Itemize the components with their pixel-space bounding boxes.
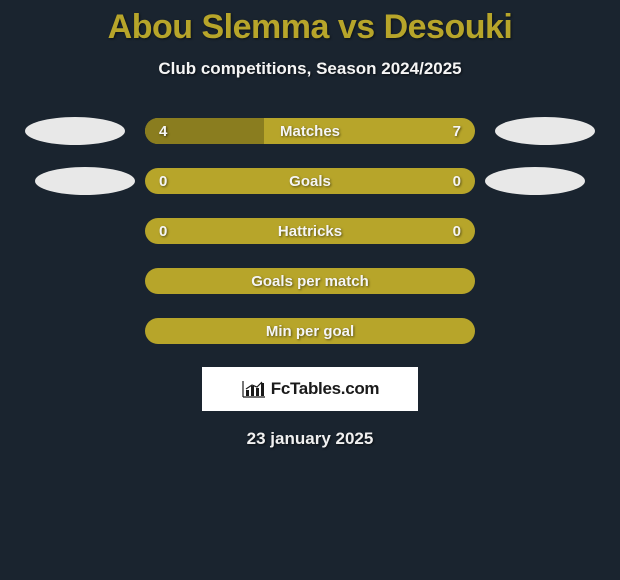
stat-right-value: 7	[453, 123, 461, 140]
spacer	[25, 317, 125, 345]
player-right-photo-placeholder	[485, 167, 585, 195]
stat-left-value: 4	[159, 123, 167, 140]
player-left-photo-placeholder	[35, 167, 135, 195]
stat-row: 4 Matches 7	[0, 117, 620, 145]
stat-row: Min per goal	[0, 317, 620, 345]
stat-bar: 0 Hattricks 0	[145, 218, 475, 244]
stat-left-value: 0	[159, 173, 167, 190]
stat-bar: Goals per match	[145, 268, 475, 294]
stat-left-value: 0	[159, 223, 167, 240]
spacer	[495, 267, 595, 295]
stat-label: Hattricks	[278, 223, 342, 240]
stat-bar: 0 Goals 0	[145, 168, 475, 194]
footer-date: 23 january 2025	[0, 429, 620, 449]
stat-row: 0 Goals 0	[0, 167, 620, 195]
player-left-photo-placeholder	[25, 117, 125, 145]
stat-bar: 4 Matches 7	[145, 118, 475, 144]
spacer	[25, 217, 125, 245]
stat-right-value: 0	[453, 223, 461, 240]
stat-bar: Min per goal	[145, 318, 475, 344]
stat-label: Goals	[289, 173, 331, 190]
stat-row: 0 Hattricks 0	[0, 217, 620, 245]
stat-label: Goals per match	[251, 273, 369, 290]
stat-label: Matches	[280, 123, 340, 140]
stat-rows: 4 Matches 7 0 Goals 0 0 Hattricks 0 Goals per mat…	[0, 117, 620, 345]
player-right-photo-placeholder	[495, 117, 595, 145]
page-title: Abou Slemma vs Desouki	[0, 8, 620, 47]
page-subtitle: Club competitions, Season 2024/2025	[0, 59, 620, 79]
stat-right-value: 0	[453, 173, 461, 190]
spacer	[25, 267, 125, 295]
logo-text: FcTables.com	[271, 379, 380, 399]
stat-label: Min per goal	[266, 323, 354, 340]
comparison-infographic: Abou Slemma vs Desouki Club competitions…	[0, 0, 620, 449]
logo-box: FcTables.com	[202, 367, 418, 411]
stat-row: Goals per match	[0, 267, 620, 295]
spacer	[495, 317, 595, 345]
spacer	[495, 217, 595, 245]
bar-chart-icon	[241, 379, 267, 399]
